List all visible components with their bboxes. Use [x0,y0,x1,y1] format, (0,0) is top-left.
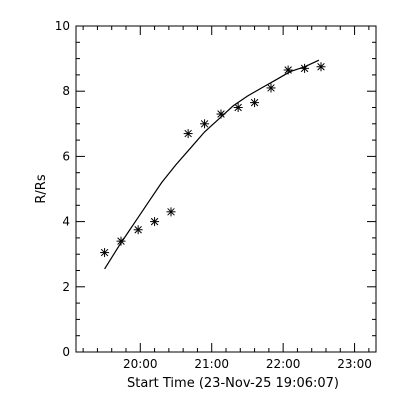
asterisk-stroke [117,237,125,245]
data-point [283,65,293,75]
x-tick-label: 21:00 [194,357,229,371]
asterisk-stroke [184,129,192,138]
x-tick-label: 20:00 [123,357,158,371]
fit-curve-layer [104,59,320,270]
data-point [200,119,210,129]
data-points-layer [100,62,326,258]
y-tick-label: 8 [62,84,70,98]
plot-axes [75,25,377,353]
data-point [150,217,160,227]
data-point [233,103,243,112]
data-point [300,63,310,73]
data-point [166,207,176,217]
data-point [266,83,276,93]
tick-labels-layer: 20:00 21:00 22:00 23:00 0 2 4 6 8 10 [55,19,372,371]
x-tick-label: 23:00 [337,357,372,371]
x-tick-label: 22:00 [266,357,301,371]
y-tick-label: 2 [62,280,70,294]
asterisk-stroke [267,84,275,92]
data-point [183,129,193,139]
y-tick-label: 4 [62,215,70,229]
data-point [316,62,326,72]
y-axis-title: R/Rs [34,174,49,203]
asterisk-stroke [250,98,259,107]
data-point [216,109,226,119]
asterisk-stroke [217,110,225,118]
data-point [116,236,126,246]
asterisk-stroke [284,66,292,74]
fit-curve-line [104,59,320,270]
asterisk-stroke [150,217,159,226]
y-tick-label: 0 [62,345,70,359]
x-axis-title: Start Time (23-Nov-25 19:06:07) [127,376,339,391]
asterisk-stroke [100,248,109,257]
asterisk-stroke [317,63,325,71]
asterisk-stroke [300,64,309,73]
y-tick-label: 10 [55,19,70,33]
y-tick-label: 6 [62,149,70,163]
data-point [133,225,143,235]
asterisk-stroke [234,103,242,112]
data-point [100,248,110,258]
data-point [250,98,260,108]
asterisk-stroke [167,208,175,216]
asterisk-stroke [200,120,209,128]
asterisk-stroke [134,226,142,234]
